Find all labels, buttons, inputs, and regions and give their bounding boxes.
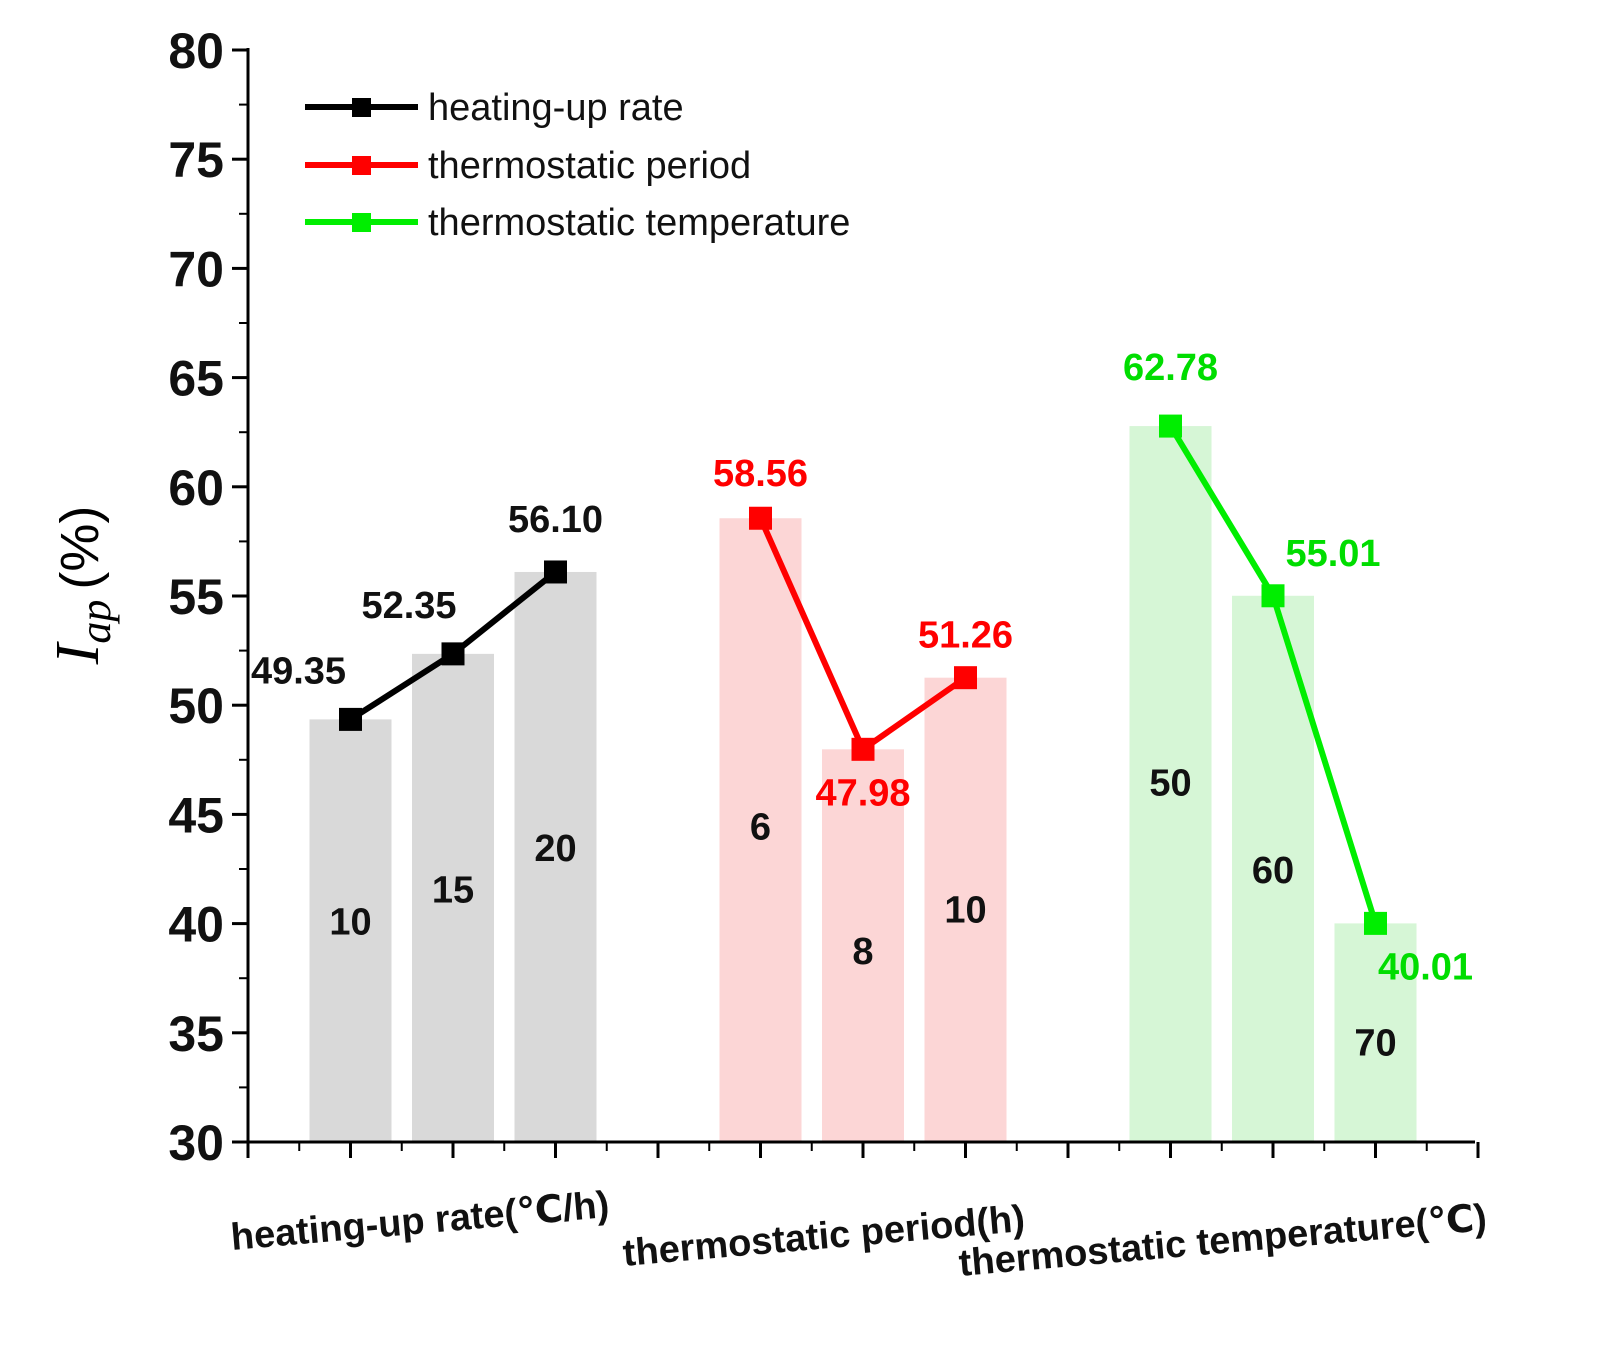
x-group-label-heating-up-rate: heating-up rate(℃/h) xyxy=(229,1184,611,1259)
series-marker xyxy=(544,560,567,584)
x-group-label-thermostatic-temperature: thermostatic temperature(℃) xyxy=(957,1197,1488,1285)
series-marker xyxy=(1261,584,1285,608)
bar-heating-up-rate-h-15 xyxy=(412,653,494,1142)
y-axis-title-subscript: ap xyxy=(71,600,120,644)
bar-thermostatic-period-h-6 xyxy=(719,518,802,1142)
series-marker xyxy=(1364,911,1387,935)
y-tick-label: 75 xyxy=(168,132,224,188)
y-tick-label: 80 xyxy=(168,23,224,79)
bar-category-label: 8 xyxy=(852,931,873,973)
y-tick-label: 40 xyxy=(168,897,224,953)
bar-thermostatic-temperature-70 xyxy=(1334,923,1417,1142)
legend-marker-heating-up-rate xyxy=(352,98,371,117)
y-tick-label: 55 xyxy=(168,569,224,625)
y-axis-title-symbol: I xyxy=(44,640,112,665)
legend-label-heating-up-rate: heating-up rate xyxy=(428,87,684,129)
legend-label-thermostatic-temperature: thermostatic temperature xyxy=(428,202,850,244)
bar-category-label: 15 xyxy=(432,870,474,912)
legend-item-thermostatic-temperature: thermostatic temperature xyxy=(305,202,850,244)
legend-item-thermostatic-period: thermostatic period xyxy=(305,145,751,187)
bar-category-label: 20 xyxy=(534,828,576,870)
data-value-label: 58.56 xyxy=(713,453,808,495)
bar-category-label: 6 xyxy=(750,806,771,848)
bars-layer xyxy=(309,426,1417,1142)
bar-thermostatic-period-h-10 xyxy=(924,677,1007,1142)
series-marker xyxy=(441,642,465,666)
data-value-label: 62.78 xyxy=(1123,347,1218,389)
data-value-label: 55.01 xyxy=(1285,533,1380,575)
legend-item-heating-up-rate: heating-up rate xyxy=(305,87,684,129)
bar-category-label: 50 xyxy=(1149,763,1191,805)
bar-thermostatic-temperature-50 xyxy=(1129,426,1212,1142)
series-marker xyxy=(339,707,362,731)
y-tick-label: 50 xyxy=(168,678,224,734)
bar-category-label: 10 xyxy=(944,889,986,931)
bar-heating-up-rate-h-10 xyxy=(309,719,392,1142)
value-labels-layer: 49.35 52.35 56.10 58.56 47.98 51.26 62.78 55.01… xyxy=(251,347,1473,988)
legend: heating-up rate thermostatic period ther… xyxy=(305,87,850,244)
series-marker xyxy=(851,737,875,761)
bar-thermostatic-period-h-8 xyxy=(822,749,904,1142)
y-tick-label: 60 xyxy=(168,460,224,516)
category-labels-layer: 10 15 20 6 8 10 50 60 70 xyxy=(329,763,1396,1065)
series-marker xyxy=(1159,414,1182,438)
y-axis-title-unit: (%) xyxy=(50,506,110,590)
data-value-label: 49.35 xyxy=(251,650,346,692)
bar-category-label: 10 xyxy=(329,901,371,943)
series-marker xyxy=(954,666,977,690)
y-tick-label: 30 xyxy=(168,1115,224,1171)
series-lines-layer xyxy=(339,414,1387,935)
y-tick-label: 45 xyxy=(168,787,224,843)
bar-category-label: 70 xyxy=(1354,1023,1396,1065)
series-marker xyxy=(749,506,772,530)
ticks-layer: 30 35 40 45 50 55 60 65 70 75 80 xyxy=(168,23,1480,1171)
data-value-label: 51.26 xyxy=(918,615,1013,657)
legend-marker-thermostatic-temperature xyxy=(352,213,371,232)
data-value-label: 47.98 xyxy=(815,772,910,814)
y-tick-label: 70 xyxy=(168,241,224,297)
data-value-label: 52.35 xyxy=(361,585,456,627)
legend-marker-thermostatic-period xyxy=(352,156,371,175)
bar-category-label: 60 xyxy=(1252,850,1294,892)
data-value-label: 40.01 xyxy=(1378,946,1473,988)
data-value-label: 56.10 xyxy=(508,499,603,541)
bar-heating-up-rate-h-20 xyxy=(514,571,597,1142)
y-tick-label: 65 xyxy=(168,351,224,407)
y-axis-title: Iap (%) xyxy=(44,506,120,666)
legend-label-thermostatic-period: thermostatic period xyxy=(428,145,751,187)
y-tick-label: 35 xyxy=(168,1006,224,1062)
